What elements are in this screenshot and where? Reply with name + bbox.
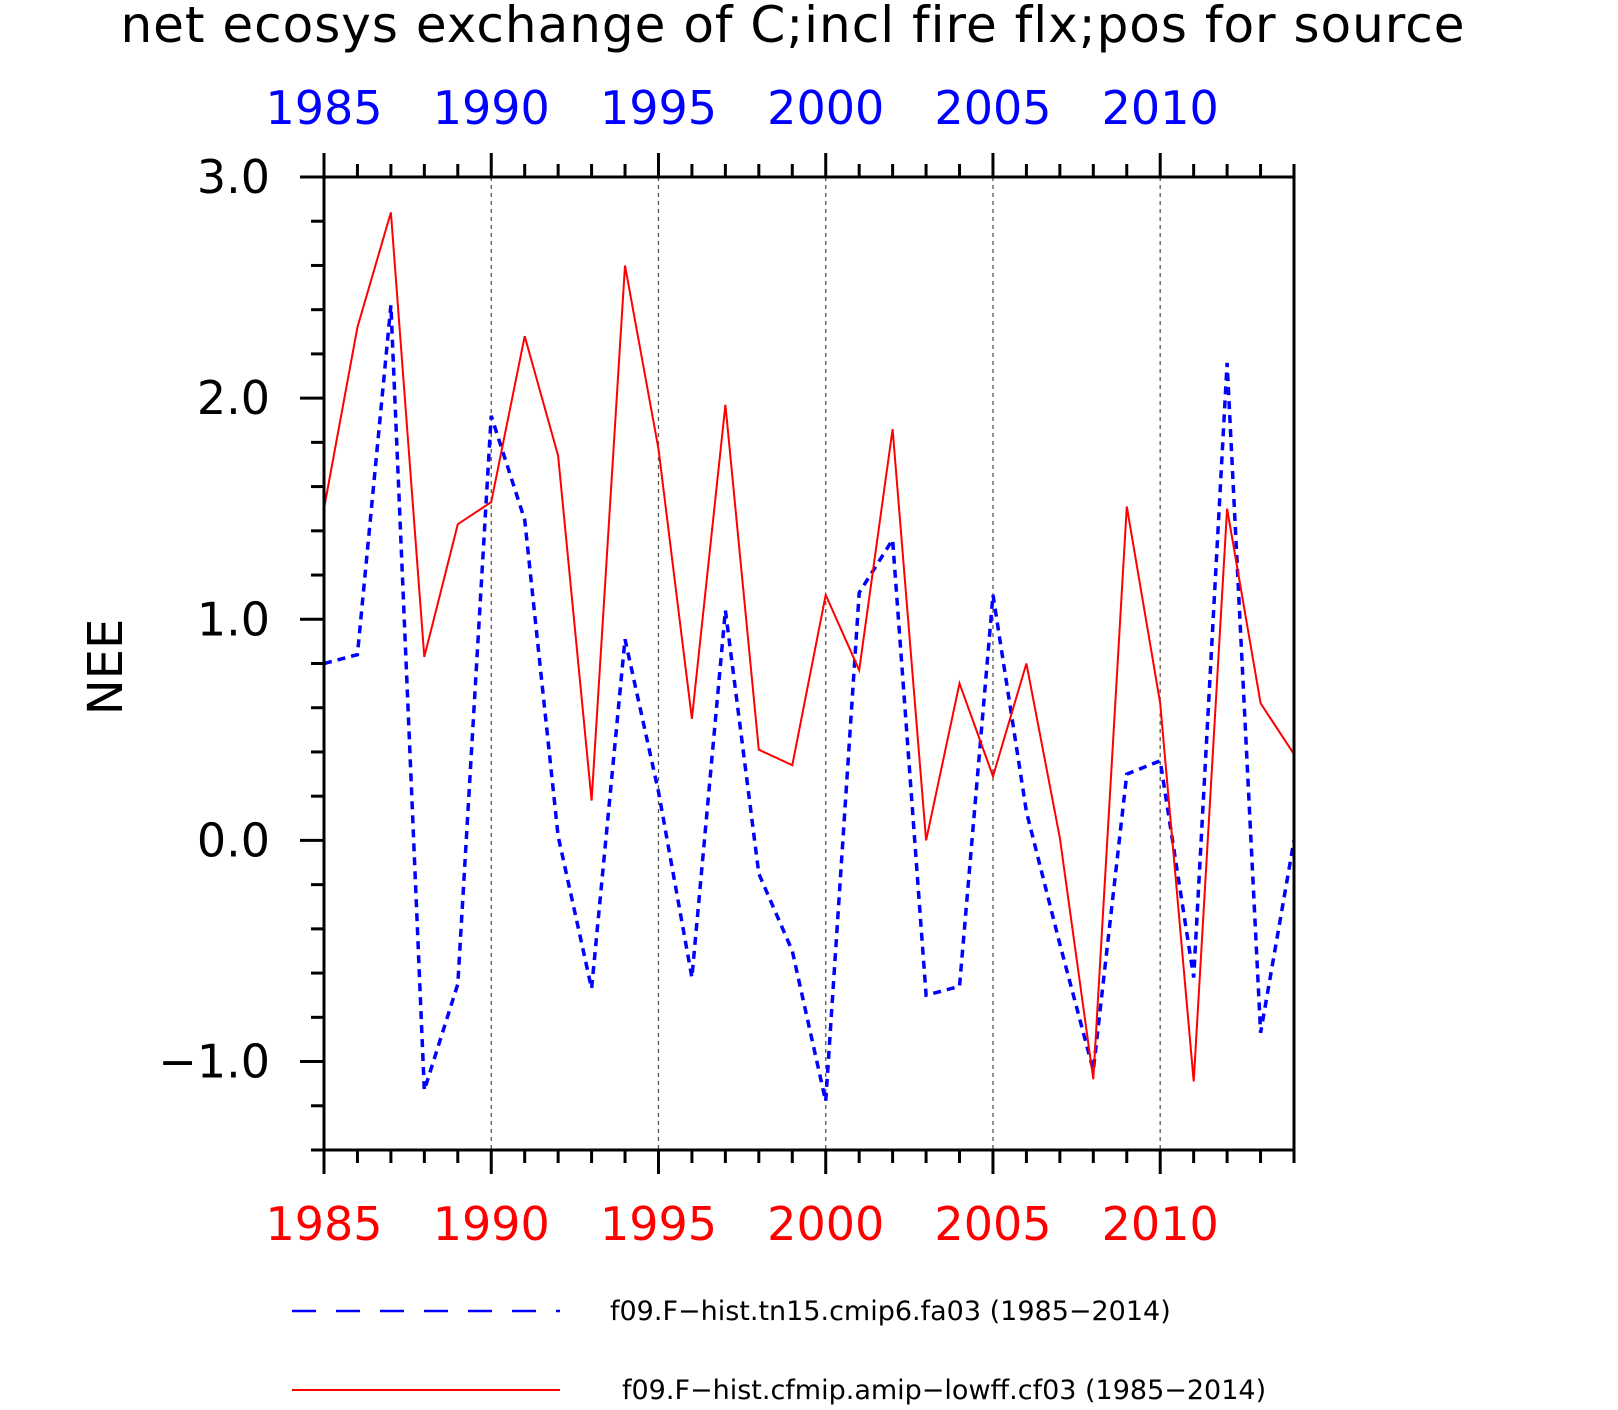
x-tick-label-top: 2010 (1102, 81, 1219, 135)
x-tick-label-bottom: 1990 (433, 1197, 550, 1251)
series-line-1 (324, 305, 1294, 1102)
y-tick-label: 0.0 (197, 813, 270, 867)
y-tick-label: −1.0 (158, 1035, 270, 1089)
chart-title: net ecosys exchange of C;incl fire flx;p… (120, 0, 1465, 54)
legend-label-series-1: f09.F−hist.tn15.cmip6.fa03 (1985−2014) (610, 1296, 1171, 1327)
y-tick-label: 3.0 (197, 150, 270, 204)
legend-label-series-2: f09.F−hist.cfmip.amip−lowff.cf03 (1985−2… (622, 1375, 1266, 1406)
legend: f09.F−hist.tn15.cmip6.fa03 (1985−2014) f… (292, 1296, 1266, 1406)
x-tick-label-top: 1995 (600, 81, 717, 135)
y-tick-label: 2.0 (197, 371, 270, 425)
x-tick-label-bottom: 2000 (767, 1197, 884, 1251)
x-tick-label-bottom: 1985 (265, 1197, 382, 1251)
x-tick-label-bottom: 2005 (934, 1197, 1051, 1251)
x-tick-label-bottom: 1995 (600, 1197, 717, 1251)
x-tick-label-top: 1990 (433, 81, 550, 135)
x-tick-label-top: 2005 (934, 81, 1051, 135)
x-tick-label-top: 1985 (265, 81, 382, 135)
x-tick-label-bottom: 2010 (1102, 1197, 1219, 1251)
y-tick-label: 1.0 (197, 592, 270, 646)
grid-lines (490, 177, 1161, 1150)
plot-frame (322, 175, 1296, 1152)
tick-labels: 1985 1985 1990 1990 1995 1995 2000 2000 2005 2005… (158, 81, 1218, 1251)
x-tick-label-top: 2000 (767, 81, 884, 135)
series-line-2 (324, 212, 1294, 1082)
series-lines (324, 212, 1294, 1102)
axis-ticks (300, 153, 1296, 1174)
y-axis-label: NEE (78, 619, 134, 716)
